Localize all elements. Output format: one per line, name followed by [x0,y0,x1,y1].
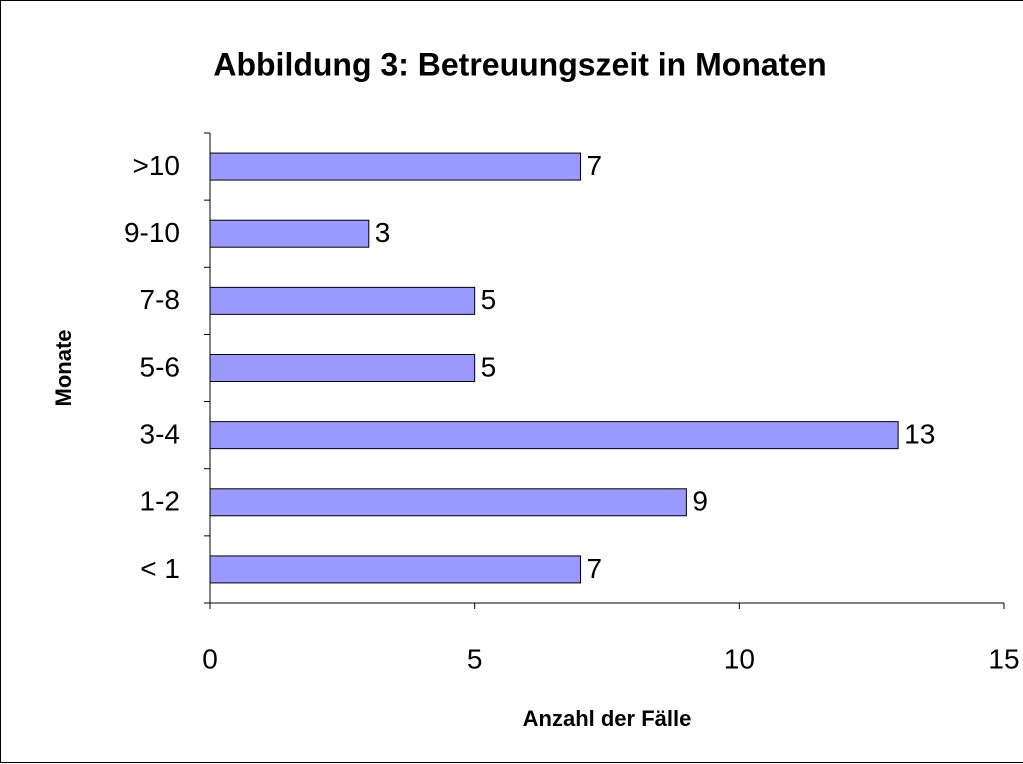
x-tick-label: 5 [467,643,483,674]
bar [209,488,687,517]
x-axis-label: Anzahl der Fälle [523,706,692,731]
data-label: 5 [481,351,497,382]
data-label: 5 [481,284,497,315]
bar [209,555,582,584]
y-tick-label: 1-2 [140,486,180,517]
y-tick-label: 9-10 [124,217,180,248]
y-tick-label: 5-6 [140,351,180,382]
y-tick-label: 3-4 [140,419,180,450]
y-tick-label: < 1 [140,553,180,584]
data-label: 13 [904,419,935,450]
data-label: 7 [587,150,603,181]
x-tick-label: 15 [988,643,1019,674]
bar [209,354,476,382]
y-axis-label: Monate [51,330,76,407]
data-label: 9 [692,486,708,517]
data-label: 3 [375,217,391,248]
y-tick-label: 7-8 [140,284,180,315]
bar [209,286,476,315]
bar [209,421,899,450]
y-tick-label: >10 [133,150,181,181]
bar [209,152,582,181]
chart-title: Abbildung 3: Betreuungszeit in Monaten [213,46,826,82]
x-tick-label: 10 [724,643,755,674]
x-tick-label: 0 [202,643,218,674]
data-label: 7 [587,553,603,584]
bar [209,219,370,248]
